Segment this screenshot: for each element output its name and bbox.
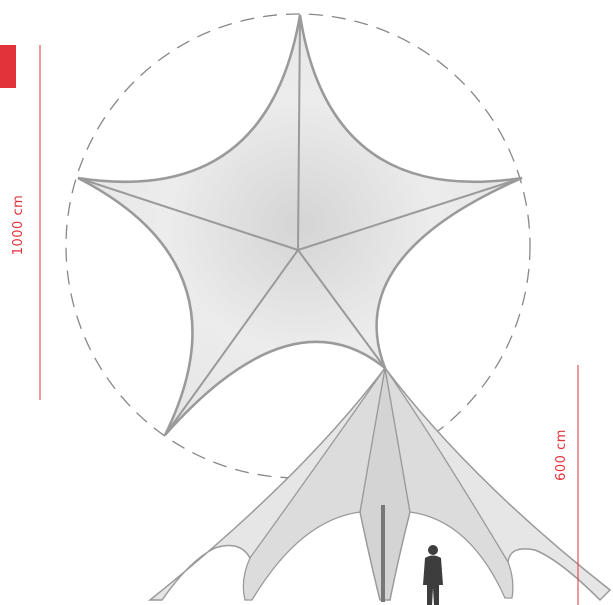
ridge <box>164 249 299 436</box>
accent-block <box>0 45 16 88</box>
ridge <box>297 177 523 251</box>
top-view <box>77 14 523 436</box>
canopy <box>77 14 523 436</box>
side-view <box>147 367 612 605</box>
ridge <box>297 14 301 251</box>
ridge <box>77 177 299 251</box>
outline-circle <box>65 13 531 479</box>
dimension-label: 1000 cm <box>11 195 26 256</box>
ridge <box>297 249 386 369</box>
dimension-label: 600 cm <box>554 429 569 481</box>
